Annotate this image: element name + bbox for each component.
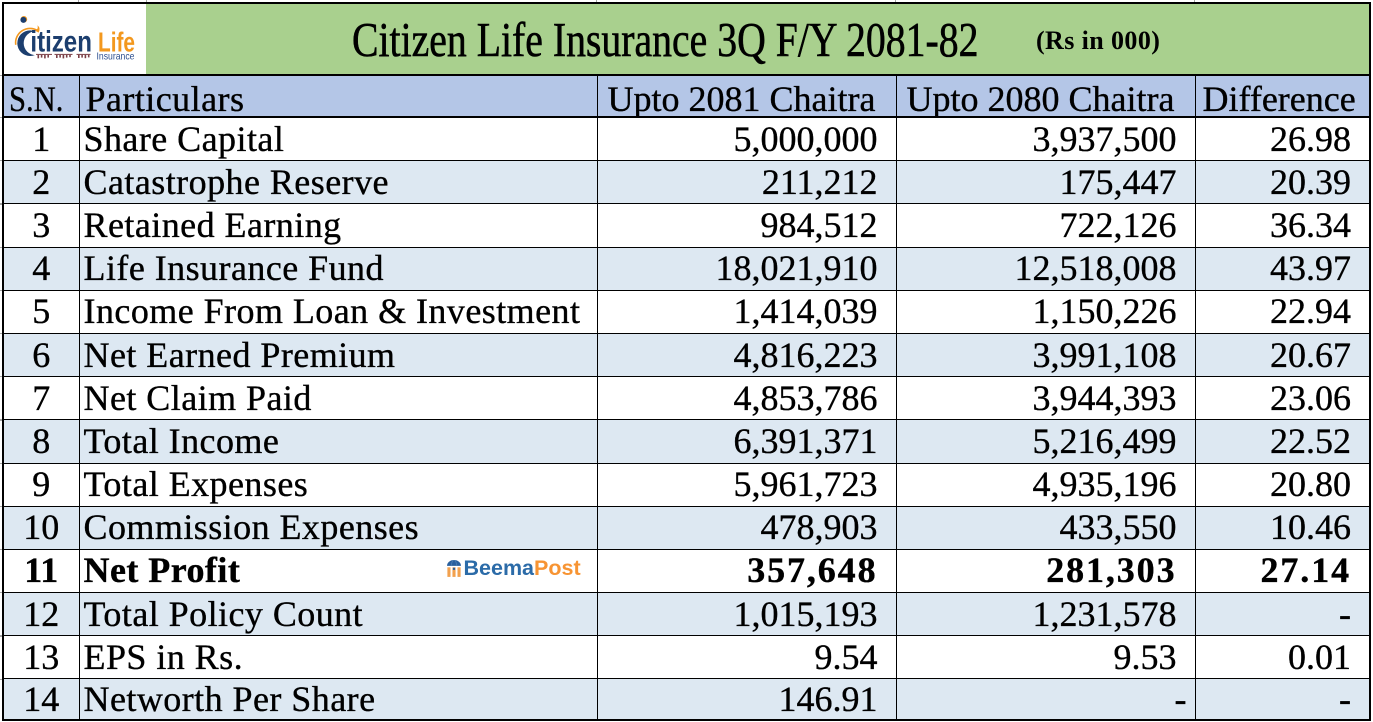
svg-text:Insurance: Insurance xyxy=(97,51,135,63)
svg-text:itizen: itizen xyxy=(30,25,92,58)
svg-text:Life: Life xyxy=(98,26,135,57)
